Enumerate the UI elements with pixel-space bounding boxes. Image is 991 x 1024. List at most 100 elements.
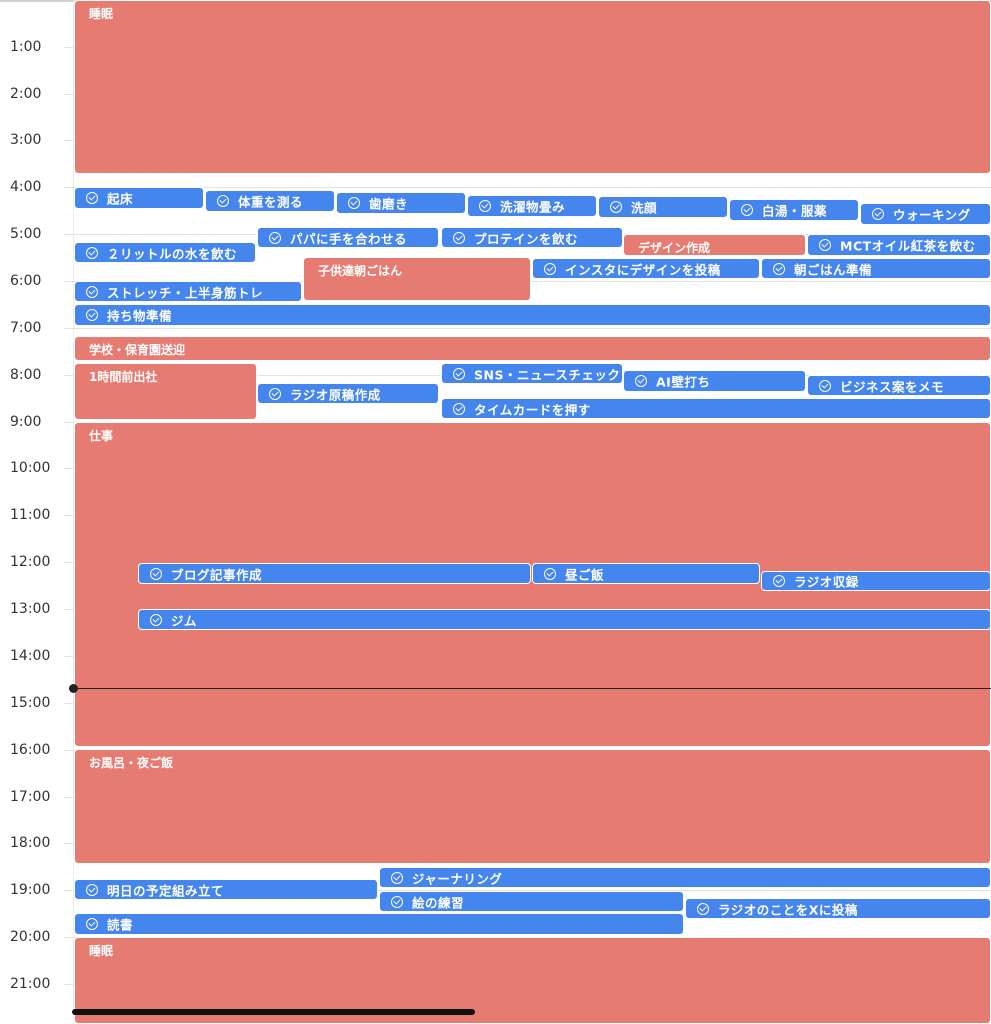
check-circle-icon	[635, 375, 647, 387]
check-circle-icon	[544, 567, 556, 580]
hour-label: 14:00	[10, 648, 51, 664]
event-title: SNS・ニュースチェック	[474, 367, 621, 382]
task-event[interactable]: ２リットルの水を飲む	[74, 242, 256, 263]
task-event[interactable]: パパに手を合わせる	[257, 227, 439, 248]
calendar-event[interactable]: デザイン作成	[623, 234, 806, 256]
task-event[interactable]: 洗顔	[598, 196, 728, 218]
calendar-event[interactable]: 1時間前出社	[74, 363, 257, 420]
hour-gridline	[64, 187, 991, 188]
task-event[interactable]: 明日の予定組み立て	[74, 879, 378, 900]
hour-label: 17:00	[10, 789, 51, 805]
time-gutter-divider	[73, 0, 74, 1024]
calendar-event[interactable]: 睡眠	[74, 0, 991, 174]
event-title: ウォーキング	[893, 207, 971, 223]
check-circle-icon	[86, 285, 98, 298]
hour-label: 6:00	[10, 273, 42, 289]
check-circle-icon	[86, 246, 98, 259]
event-title: 学校・保育園送迎	[89, 343, 186, 357]
check-circle-icon	[544, 262, 556, 275]
task-event[interactable]: 絵の練習	[379, 891, 684, 912]
hour-gridline	[64, 328, 991, 329]
task-event[interactable]: MCTオイル紅茶を飲む	[807, 234, 991, 256]
task-event[interactable]: プロテインを飲む	[441, 227, 623, 248]
hour-gridline	[64, 890, 991, 891]
event-title: ２リットルの水を飲む	[107, 246, 238, 261]
event-title: 持ち物準備	[107, 308, 173, 324]
event-title: 昼ご飯	[565, 567, 605, 582]
check-circle-icon	[348, 197, 360, 209]
check-circle-icon	[86, 192, 98, 204]
event-title: AI壁打ち	[656, 374, 711, 390]
task-event[interactable]: ブログ記事作成	[138, 563, 531, 584]
hour-label: 18:00	[10, 835, 51, 851]
check-circle-icon	[479, 200, 491, 212]
hour-label: 5:00	[10, 226, 42, 242]
event-title: ブログ記事作成	[171, 567, 263, 582]
calendar-event[interactable]: 学校・保育園送迎	[74, 336, 991, 361]
task-event[interactable]: 昼ご飯	[532, 563, 760, 584]
event-title: ビジネス案をメモ	[840, 379, 945, 394]
current-time-line	[73, 688, 991, 689]
event-title: 体重を測る	[238, 194, 304, 210]
check-circle-icon	[391, 871, 403, 884]
task-event[interactable]: ラジオ原稿作成	[257, 383, 439, 404]
task-event[interactable]: 起床	[74, 187, 204, 209]
task-event[interactable]: 白湯・服薬	[729, 199, 859, 221]
event-title: ラジオ収録	[794, 574, 859, 590]
check-circle-icon	[453, 367, 465, 380]
event-title: プロテインを飲む	[474, 231, 579, 246]
event-title: ラジオ原稿作成	[290, 387, 381, 402]
hour-label: 3:00	[10, 132, 42, 148]
task-event[interactable]: AI壁打ち	[623, 370, 806, 392]
task-event[interactable]: 体重を測る	[205, 190, 335, 212]
event-title: 読書	[107, 917, 134, 933]
hour-label: 20:00	[10, 929, 51, 945]
event-title: 絵の練習	[412, 895, 465, 910]
check-circle-icon	[86, 309, 98, 321]
task-event[interactable]: 持ち物準備	[74, 304, 991, 326]
task-event[interactable]: ジャーナリング	[379, 867, 991, 888]
task-event[interactable]: ビジネス案をメモ	[807, 375, 991, 396]
task-event[interactable]: 読書	[74, 913, 684, 935]
task-event[interactable]: ラジオのことをXに投稿	[685, 898, 991, 919]
hour-label: 12:00	[10, 554, 51, 570]
current-time-dot	[69, 684, 78, 693]
event-title: 1時間前出社	[89, 370, 158, 384]
check-circle-icon	[819, 239, 831, 251]
check-circle-icon	[150, 613, 162, 626]
event-title: 仕事	[89, 429, 114, 443]
hour-label: 8:00	[10, 367, 42, 383]
check-circle-icon	[819, 379, 831, 392]
check-circle-icon	[610, 201, 622, 213]
event-title: ジム	[171, 613, 198, 628]
task-event[interactable]: タイムカードを押す	[441, 398, 991, 419]
hour-label: 1:00	[10, 39, 42, 55]
task-event[interactable]: ラジオ収録	[761, 571, 991, 591]
hour-label: 9:00	[10, 414, 42, 430]
task-event[interactable]: SNS・ニュースチェック	[441, 363, 623, 384]
task-event[interactable]: 洗濯物畳み	[467, 195, 597, 217]
check-circle-icon	[269, 231, 281, 244]
event-title: 白湯・服薬	[762, 203, 828, 219]
check-circle-icon	[150, 567, 162, 580]
hour-label: 16:00	[10, 742, 51, 758]
event-title: 睡眠	[89, 7, 114, 21]
event-title: MCTオイル紅茶を飲む	[840, 238, 976, 254]
event-title: 起床	[107, 191, 134, 207]
calendar-event[interactable]: お風呂・夜ご飯	[74, 749, 991, 864]
event-title: ラジオのことをXに投稿	[718, 902, 858, 917]
check-circle-icon	[217, 195, 229, 207]
hour-label: 21:00	[10, 976, 51, 992]
task-event[interactable]: インスタにデザインを投稿	[532, 258, 760, 279]
check-circle-icon	[453, 231, 465, 244]
task-event[interactable]: 歯磨き	[336, 192, 466, 214]
task-event[interactable]: ストレッチ・上半身筋トレ	[74, 281, 302, 302]
task-event[interactable]: ウォーキング	[860, 203, 991, 225]
calendar-event[interactable]: 子供達朝ごはん	[303, 257, 531, 301]
event-title: デザイン作成	[638, 241, 711, 255]
task-event[interactable]: 朝ごはん準備	[761, 258, 991, 279]
hour-label: 11:00	[10, 507, 51, 523]
check-circle-icon	[872, 208, 884, 220]
task-event[interactable]: ジム	[138, 609, 991, 630]
